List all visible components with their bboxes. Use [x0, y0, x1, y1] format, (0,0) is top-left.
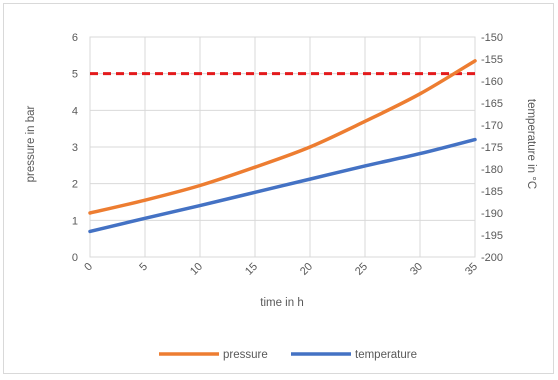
y2-tick-label: -180 [481, 164, 503, 176]
y2-tick-label: -170 [481, 120, 503, 132]
x-tick-label: 10 [188, 261, 205, 278]
y-tick-label: 1 [72, 215, 78, 227]
y2-tick-label: -190 [481, 208, 503, 220]
plot-area-border [89, 36, 476, 258]
y2-tick-label: -200 [481, 252, 503, 264]
chart-frame: 0 1 2 3 4 5 6 -200 -195 -190 -185 -180 -175 -170 -165 -… [3, 3, 554, 374]
plot-area [89, 36, 476, 258]
y2-tick-label: -175 [481, 142, 503, 154]
pressure-temperature-chart: 0 1 2 3 4 5 6 -200 -195 -190 -185 -180 -175 -170 -165 -… [25, 32, 537, 361]
y-tick-label: 4 [72, 105, 78, 117]
y2-tick-label: -155 [481, 54, 503, 66]
y2-tick-label: -160 [481, 76, 503, 88]
x-tick-label: 15 [243, 261, 260, 278]
x-tick-label: 35 [463, 261, 480, 278]
x-tick-label: 25 [353, 261, 370, 278]
y-axis-title: pressure in bar [25, 105, 37, 182]
legend: pressure temperature [159, 349, 417, 361]
series-line-pressure [88, 59, 477, 215]
y2-axis-title: temperature in °C [525, 99, 537, 189]
y2-tick-label: -195 [481, 230, 503, 242]
y-tick-label: 0 [72, 252, 78, 264]
x-tick-label: 0 [82, 261, 95, 274]
x-tick-label: 20 [298, 261, 315, 278]
y2-tick-label: -150 [481, 32, 503, 44]
legend-label-temperature: temperature [355, 349, 417, 361]
legend-label-pressure: pressure [223, 349, 268, 361]
y2-tick-label: -165 [481, 98, 503, 110]
y-tick-label: 5 [72, 69, 78, 81]
gridlines [89, 36, 476, 258]
series-lines [88, 59, 477, 234]
x-tick-label: 5 [137, 261, 150, 274]
y2-tick-label: -185 [481, 186, 503, 198]
y-tick-label: 3 [72, 142, 78, 154]
x-tick-label: 30 [408, 261, 425, 278]
x-axis-title: time in h [260, 297, 303, 309]
series-line-temperature [88, 137, 477, 234]
y-tick-label: 6 [72, 32, 78, 44]
y-tick-label: 2 [72, 179, 78, 191]
